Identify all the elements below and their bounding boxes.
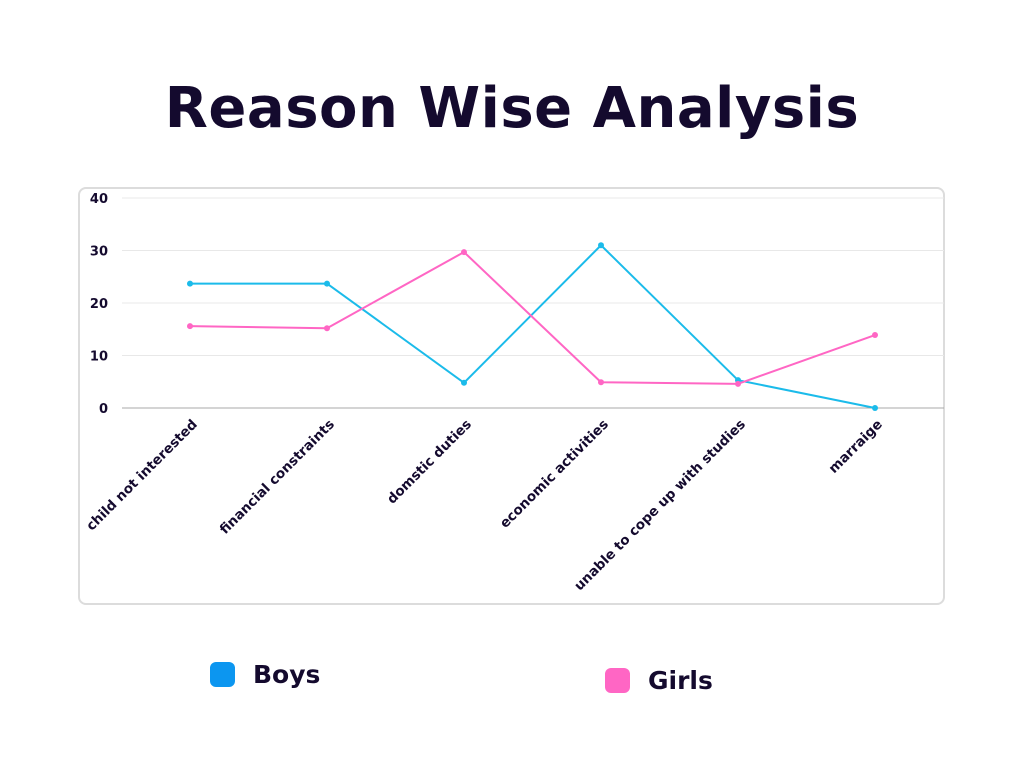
y-tick-label: 10 (90, 350, 108, 365)
y-tick-label: 0 (99, 402, 108, 417)
y-tick-label: 40 (90, 192, 108, 207)
data-point-boys (324, 280, 330, 287)
data-point-girls (324, 325, 330, 332)
x-tick-label: economic activities (497, 417, 612, 532)
chart-panel: 0 10 20 30 40 child not interested financial c… (78, 187, 945, 605)
chart-title: Reason Wise Analysis (164, 76, 860, 141)
series-line-boys (190, 244, 876, 409)
x-tick-label: marraige (826, 417, 886, 477)
data-point-girls (598, 379, 604, 386)
series-line-girls (189, 251, 876, 385)
legend-swatch-girls (605, 668, 630, 693)
legend-item-boys: Boys (210, 660, 320, 689)
data-point-girls (461, 249, 467, 256)
data-point-girls (187, 323, 193, 330)
legend-item-girls: Girls (605, 666, 713, 695)
data-point-boys (461, 379, 467, 386)
data-point-girls (872, 332, 878, 339)
data-point-boys (872, 405, 878, 411)
x-tick-label: domstic duties (384, 417, 475, 508)
legend-label-girls: Girls (648, 666, 713, 695)
x-tick-label: child not interested (83, 417, 201, 535)
legend-label-boys: Boys (253, 660, 321, 689)
y-tick-label: 30 (90, 245, 108, 260)
y-tick-label: 20 (90, 297, 108, 312)
data-point-girls (735, 380, 741, 387)
x-tick-label: unable to cope up with studies (571, 417, 749, 595)
legend-swatch-boys (210, 662, 235, 687)
x-tick-label: financial constraints (217, 417, 338, 538)
data-point-boys (187, 280, 193, 287)
data-point-boys (598, 242, 604, 249)
line-chart: 0 10 20 30 40 child not interested financial c… (83, 192, 944, 595)
